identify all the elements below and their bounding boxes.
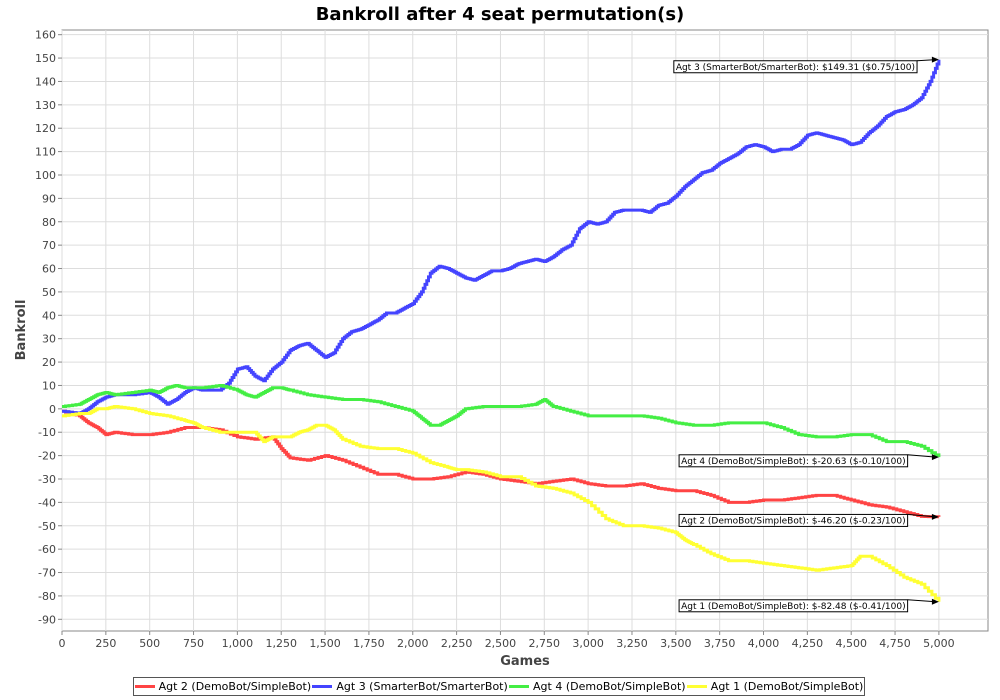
legend-label: Agt 3 (SmarterBot/SmarterBot) [336,680,508,693]
x-tick-label: 2,500 [485,637,517,650]
annotations: Agt 3 (SmarterBot/SmarterBot): $149.31 (… [673,56,939,613]
annotation-arrowhead [931,56,939,63]
legend-label: Agt 2 (DemoBot/SimpleBot) [158,680,312,693]
x-tick-label: 250 [95,637,116,650]
annotation: Agt 4 (DemoBot/SimpleBot): $-20.63 ($-0.… [678,454,939,468]
y-tick-label: 140 [35,75,56,88]
x-tick-label: 2,250 [441,637,473,650]
annotation-arrowhead [931,513,939,520]
y-tick-label: 110 [35,146,56,159]
x-tick-label: 3,000 [572,637,604,650]
y-tick-label: 80 [42,216,56,229]
x-tick-label: 750 [183,637,204,650]
y-tick-label: -50 [38,520,56,533]
axis-ticks: 0 250 500 750 1,000 1,250 1,500 1,750 2,000 2,250… [35,29,955,650]
annotation-pointer [907,599,936,603]
grid [61,30,988,631]
y-tick-label: 160 [35,29,56,42]
y-tick-label: 20 [42,356,56,369]
x-tick-label: 3,250 [616,637,648,650]
annotation-pointer [907,513,936,518]
y-tick-label: 50 [42,286,56,299]
annotation-pointer [907,454,936,458]
x-tick-label: 4,500 [835,637,867,650]
legend-swatch [686,685,707,688]
y-axis-label: Bankroll [14,300,29,361]
y-tick-label: 70 [42,239,56,252]
y-tick-label: -60 [38,543,56,556]
plot-area [61,29,989,632]
annotation-box [673,60,918,74]
x-tick-label: 1,500 [309,637,341,650]
y-tick-label: -20 [38,450,56,463]
legend-item: Agt 4 (DemoBot/SimpleBot) [509,680,686,693]
legend-swatch [312,685,333,688]
annotation-label: Agt 1 (DemoBot/SimpleBot): $-82.48 ($-0.… [681,602,906,612]
x-tick-label: 4,000 [748,637,780,650]
annotation-arrowhead [931,598,939,605]
annotation-box [678,454,909,468]
y-tick-label: 130 [35,99,56,112]
y-tick-label: -40 [38,496,56,509]
chart-title: Bankroll after 4 seat permutation(s) [316,4,685,25]
y-tick-label: -80 [38,590,56,603]
legend-swatch [509,685,530,688]
annotation: Agt 3 (SmarterBot/SmarterBot): $149.31 (… [673,56,939,74]
legend: Agt 2 (DemoBot/SimpleBot) Agt 3 (SmarterB… [133,677,865,696]
series-line-1 [62,409,941,519]
annotation-label: Agt 3 (SmarterBot/SmarterBot): $149.31 (… [676,63,915,73]
series-line-2 [62,59,941,415]
x-tick-label: 5,000 [923,637,955,650]
annotation-arrowhead [931,454,939,461]
y-tick-label: -10 [38,426,56,439]
annotation-box [678,599,909,613]
x-axis-label: Games [500,654,550,669]
x-tick-label: 3,500 [660,637,692,650]
y-tick-label: 30 [42,333,56,346]
x-tick-label: 1,000 [222,637,254,650]
legend-label: Agt 4 (DemoBot/SimpleBot) [533,680,686,693]
annotation-label: Agt 4 (DemoBot/SimpleBot): $-20.63 ($-0.… [681,457,906,467]
y-tick-label: 10 [42,379,56,392]
y-tick-label: 150 [35,52,56,65]
y-tick-label: -70 [38,567,56,580]
legend-item: Agt 1 (DemoBot/SimpleBot) [686,680,864,693]
y-tick-label: 120 [35,122,56,135]
y-tick-label: 0 [49,403,56,416]
y-tick-label: 60 [42,263,56,276]
legend-item: Agt 3 (SmarterBot/SmarterBot) [312,680,508,693]
annotation-box [678,513,909,527]
x-tick-label: 2,000 [397,637,429,650]
series-line-3 [62,384,941,458]
annotation: Agt 1 (DemoBot/SimpleBot): $-82.48 ($-0.… [678,598,939,613]
x-tick-label: 1,250 [265,637,297,650]
x-tick-label: 500 [139,637,160,650]
y-tick-label: -30 [38,473,56,486]
x-tick-label: 0 [59,637,66,650]
x-tick-label: 2,750 [529,637,561,650]
x-tick-label: 1,750 [353,637,385,650]
y-tick-label: 100 [35,169,56,182]
x-tick-label: 4,750 [879,637,911,650]
series-line-4 [62,405,941,602]
annotation: Agt 2 (DemoBot/SimpleBot): $-46.20 ($-0.… [678,513,939,527]
x-tick-label: 3,750 [704,637,736,650]
y-tick-label: 40 [42,309,56,322]
legend-label: Agt 1 (DemoBot/SimpleBot) [710,680,864,693]
legend-swatch [134,685,155,688]
x-tick-label: 4,250 [792,637,824,650]
y-tick-label: 90 [42,192,56,205]
annotation-label: Agt 2 (DemoBot/SimpleBot): $-46.20 ($-0.… [681,516,906,526]
legend-item: Agt 2 (DemoBot/SimpleBot) [134,680,312,693]
y-tick-label: -90 [38,613,56,626]
series-layer [62,59,941,602]
